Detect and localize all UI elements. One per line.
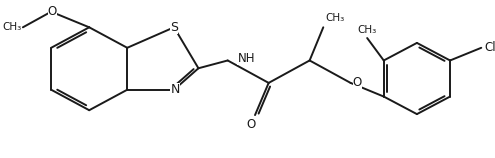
Text: O: O bbox=[48, 5, 57, 18]
Text: NH: NH bbox=[238, 52, 255, 65]
Text: N: N bbox=[170, 83, 180, 96]
Text: O: O bbox=[247, 118, 256, 131]
Text: CH₃: CH₃ bbox=[357, 25, 377, 35]
Text: O: O bbox=[352, 76, 362, 89]
Text: S: S bbox=[170, 21, 178, 34]
Text: CH₃: CH₃ bbox=[2, 22, 22, 32]
Text: Cl: Cl bbox=[484, 41, 495, 54]
Text: CH₃: CH₃ bbox=[325, 13, 345, 23]
